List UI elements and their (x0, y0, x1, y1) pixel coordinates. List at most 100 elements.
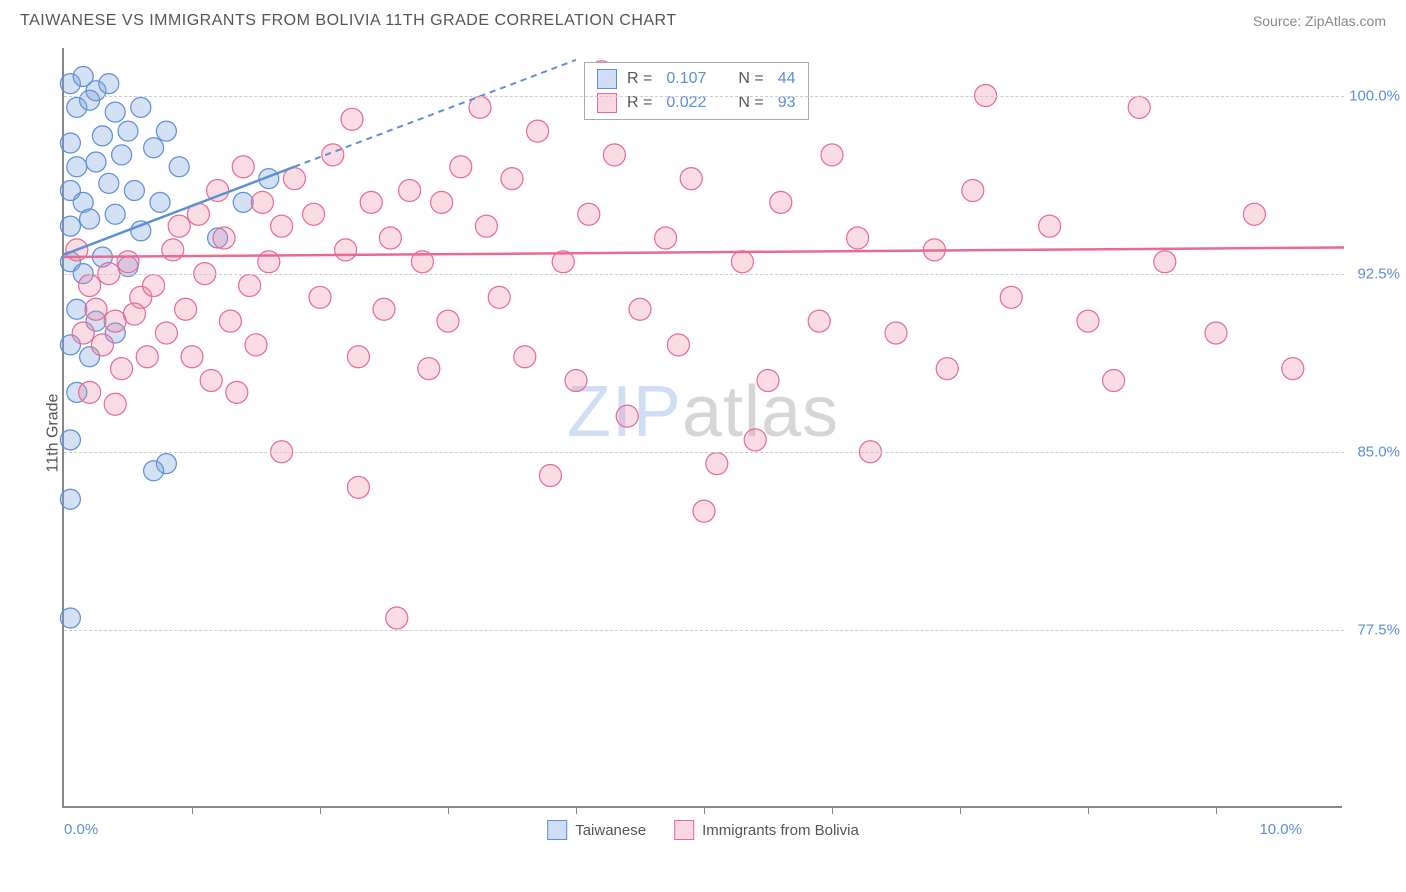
swatch-blue-icon (597, 69, 617, 89)
scatter-point-taiwanese (105, 102, 125, 122)
scatter-point-bolivia (104, 393, 126, 415)
x-tick (832, 806, 833, 814)
scatter-point-bolivia (79, 381, 101, 403)
scatter-point-bolivia (85, 298, 107, 320)
scatter-point-bolivia (1039, 215, 1061, 237)
scatter-point-bolivia (335, 239, 357, 261)
scatter-point-bolivia (431, 191, 453, 213)
scatter-point-bolivia (706, 453, 728, 475)
scatter-point-taiwanese (131, 97, 151, 117)
scatter-point-taiwanese (144, 138, 164, 158)
scatter-point-bolivia (309, 286, 331, 308)
scatter-point-bolivia (168, 215, 190, 237)
scatter-point-taiwanese (169, 157, 189, 177)
y-tick-label: 92.5% (1357, 265, 1400, 282)
scatter-point-bolivia (1077, 310, 1099, 332)
scatter-point-bolivia (885, 322, 907, 344)
scatter-point-bolivia (770, 191, 792, 213)
scatter-point-bolivia (341, 108, 363, 130)
scatter-point-bolivia (603, 144, 625, 166)
scatter-point-taiwanese (144, 461, 164, 481)
scatter-point-bolivia (347, 476, 369, 498)
scatter-point-bolivia (213, 227, 235, 249)
bottom-legend: Taiwanese Immigrants from Bolivia (547, 820, 859, 840)
scatter-point-bolivia (475, 215, 497, 237)
scatter-point-bolivia (808, 310, 830, 332)
scatter-point-bolivia (744, 429, 766, 451)
scatter-point-bolivia (616, 405, 638, 427)
n-label-1: N = (738, 70, 763, 88)
scatter-point-bolivia (1282, 358, 1304, 380)
scatter-point-bolivia (655, 227, 677, 249)
gridline (64, 452, 1344, 453)
scatter-point-bolivia (731, 251, 753, 273)
scatter-point-bolivia (123, 303, 145, 325)
gridline (64, 630, 1344, 631)
scatter-point-bolivia (821, 144, 843, 166)
y-tick-label: 100.0% (1349, 87, 1400, 104)
header: TAIWANESE VS IMMIGRANTS FROM BOLIVIA 11T… (0, 0, 1406, 38)
scatter-point-bolivia (437, 310, 459, 332)
r-value-1: 0.107 (666, 70, 706, 88)
scatter-point-bolivia (1128, 96, 1150, 118)
plot-svg (64, 48, 1344, 808)
x-axis-max-label: 10.0% (1259, 821, 1302, 838)
scatter-point-bolivia (360, 191, 382, 213)
x-tick (448, 806, 449, 814)
scatter-point-bolivia (111, 358, 133, 380)
scatter-point-bolivia (680, 168, 702, 190)
scatter-point-taiwanese (60, 430, 80, 450)
scatter-point-bolivia (539, 465, 561, 487)
source-label: Source: ZipAtlas.com (1253, 13, 1386, 29)
x-tick (1088, 806, 1089, 814)
scatter-point-bolivia (347, 346, 369, 368)
scatter-point-bolivia (693, 500, 715, 522)
scatter-point-bolivia (386, 607, 408, 629)
scatter-point-bolivia (962, 180, 984, 202)
legend-swatch-blue-icon (547, 820, 567, 840)
x-tick (320, 806, 321, 814)
scatter-point-bolivia (629, 298, 651, 320)
scatter-point-taiwanese (124, 181, 144, 201)
scatter-point-bolivia (936, 358, 958, 380)
scatter-point-bolivia (271, 215, 293, 237)
scatter-point-taiwanese (92, 126, 112, 146)
scatter-point-taiwanese (150, 192, 170, 212)
scatter-point-taiwanese (60, 216, 80, 236)
scatter-point-bolivia (847, 227, 869, 249)
x-tick (704, 806, 705, 814)
scatter-point-taiwanese (118, 121, 138, 141)
gridline (64, 274, 1344, 275)
scatter-point-bolivia (501, 168, 523, 190)
scatter-point-bolivia (1243, 203, 1265, 225)
scatter-point-bolivia (239, 275, 261, 297)
scatter-point-bolivia (79, 275, 101, 297)
scatter-point-bolivia (251, 191, 273, 213)
scatter-point-taiwanese (156, 121, 176, 141)
scatter-point-bolivia (226, 381, 248, 403)
y-axis-label: 11th Grade (44, 394, 62, 473)
n-value-1: 44 (778, 70, 796, 88)
legend-item-taiwanese: Taiwanese (547, 820, 646, 840)
y-tick-label: 85.0% (1357, 443, 1400, 460)
scatter-point-taiwanese (233, 192, 253, 212)
y-tick-label: 77.5% (1357, 621, 1400, 638)
scatter-point-bolivia (181, 346, 203, 368)
stats-row-taiwanese: R = 0.107 N = 44 (597, 67, 796, 91)
scatter-point-bolivia (488, 286, 510, 308)
scatter-point-taiwanese (67, 157, 87, 177)
scatter-point-taiwanese (60, 608, 80, 628)
scatter-point-bolivia (117, 251, 139, 273)
trendline-dash-taiwanese (294, 60, 576, 167)
scatter-point-taiwanese (105, 204, 125, 224)
scatter-point-bolivia (72, 322, 94, 344)
scatter-point-bolivia (200, 370, 222, 392)
x-tick (576, 806, 577, 814)
x-axis-min-label: 0.0% (64, 821, 98, 838)
legend-item-bolivia: Immigrants from Bolivia (674, 820, 859, 840)
scatter-point-bolivia (667, 334, 689, 356)
scatter-point-bolivia (1000, 286, 1022, 308)
scatter-point-bolivia (1205, 322, 1227, 344)
scatter-point-bolivia (1103, 370, 1125, 392)
scatter-point-taiwanese (60, 133, 80, 153)
